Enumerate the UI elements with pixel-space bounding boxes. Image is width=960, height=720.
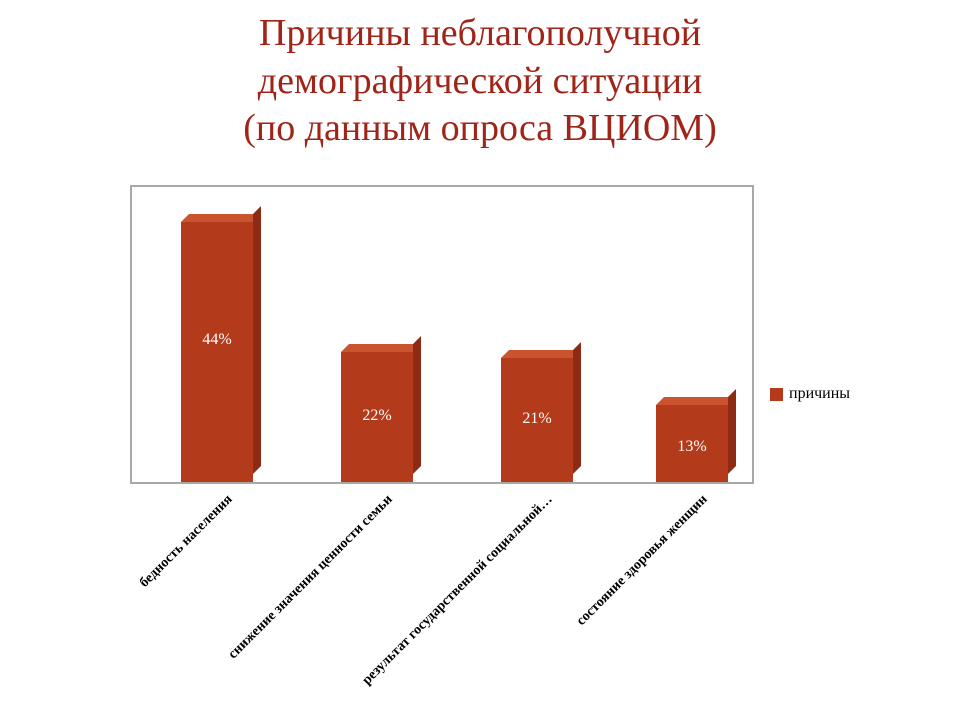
plot-region: 44% 22% 21% 13% (130, 185, 754, 484)
bar-slot: 44% (181, 222, 253, 482)
legend: причины (770, 385, 850, 403)
bar: 22% (341, 352, 413, 482)
title-line-1: Причины неблагополучной (259, 12, 701, 54)
bar-value-label: 21% (501, 410, 573, 428)
bar-slot: 21% (501, 358, 573, 482)
title-line-3: (по данным опроса ВЦИОМ) (243, 107, 717, 149)
bar: 13% (656, 405, 728, 482)
bar: 44% (181, 222, 253, 482)
title-line-2: демографической ситуации (258, 60, 703, 102)
chart-area: 44%22%21%13% причины бедность населенияс… (130, 185, 830, 675)
bar-slot: 13% (656, 405, 728, 482)
bar-value-label: 44% (181, 331, 253, 349)
slide: Причины неблагополучной демографической … (0, 0, 960, 720)
legend-swatch (770, 388, 783, 401)
bar-value-label: 22% (341, 407, 413, 425)
bar-slot: 22% (341, 352, 413, 482)
bar: 21% (501, 358, 573, 482)
page-title: Причины неблагополучной демографической … (0, 10, 960, 153)
legend-label: причины (789, 385, 850, 403)
bar-value-label: 13% (656, 438, 728, 456)
